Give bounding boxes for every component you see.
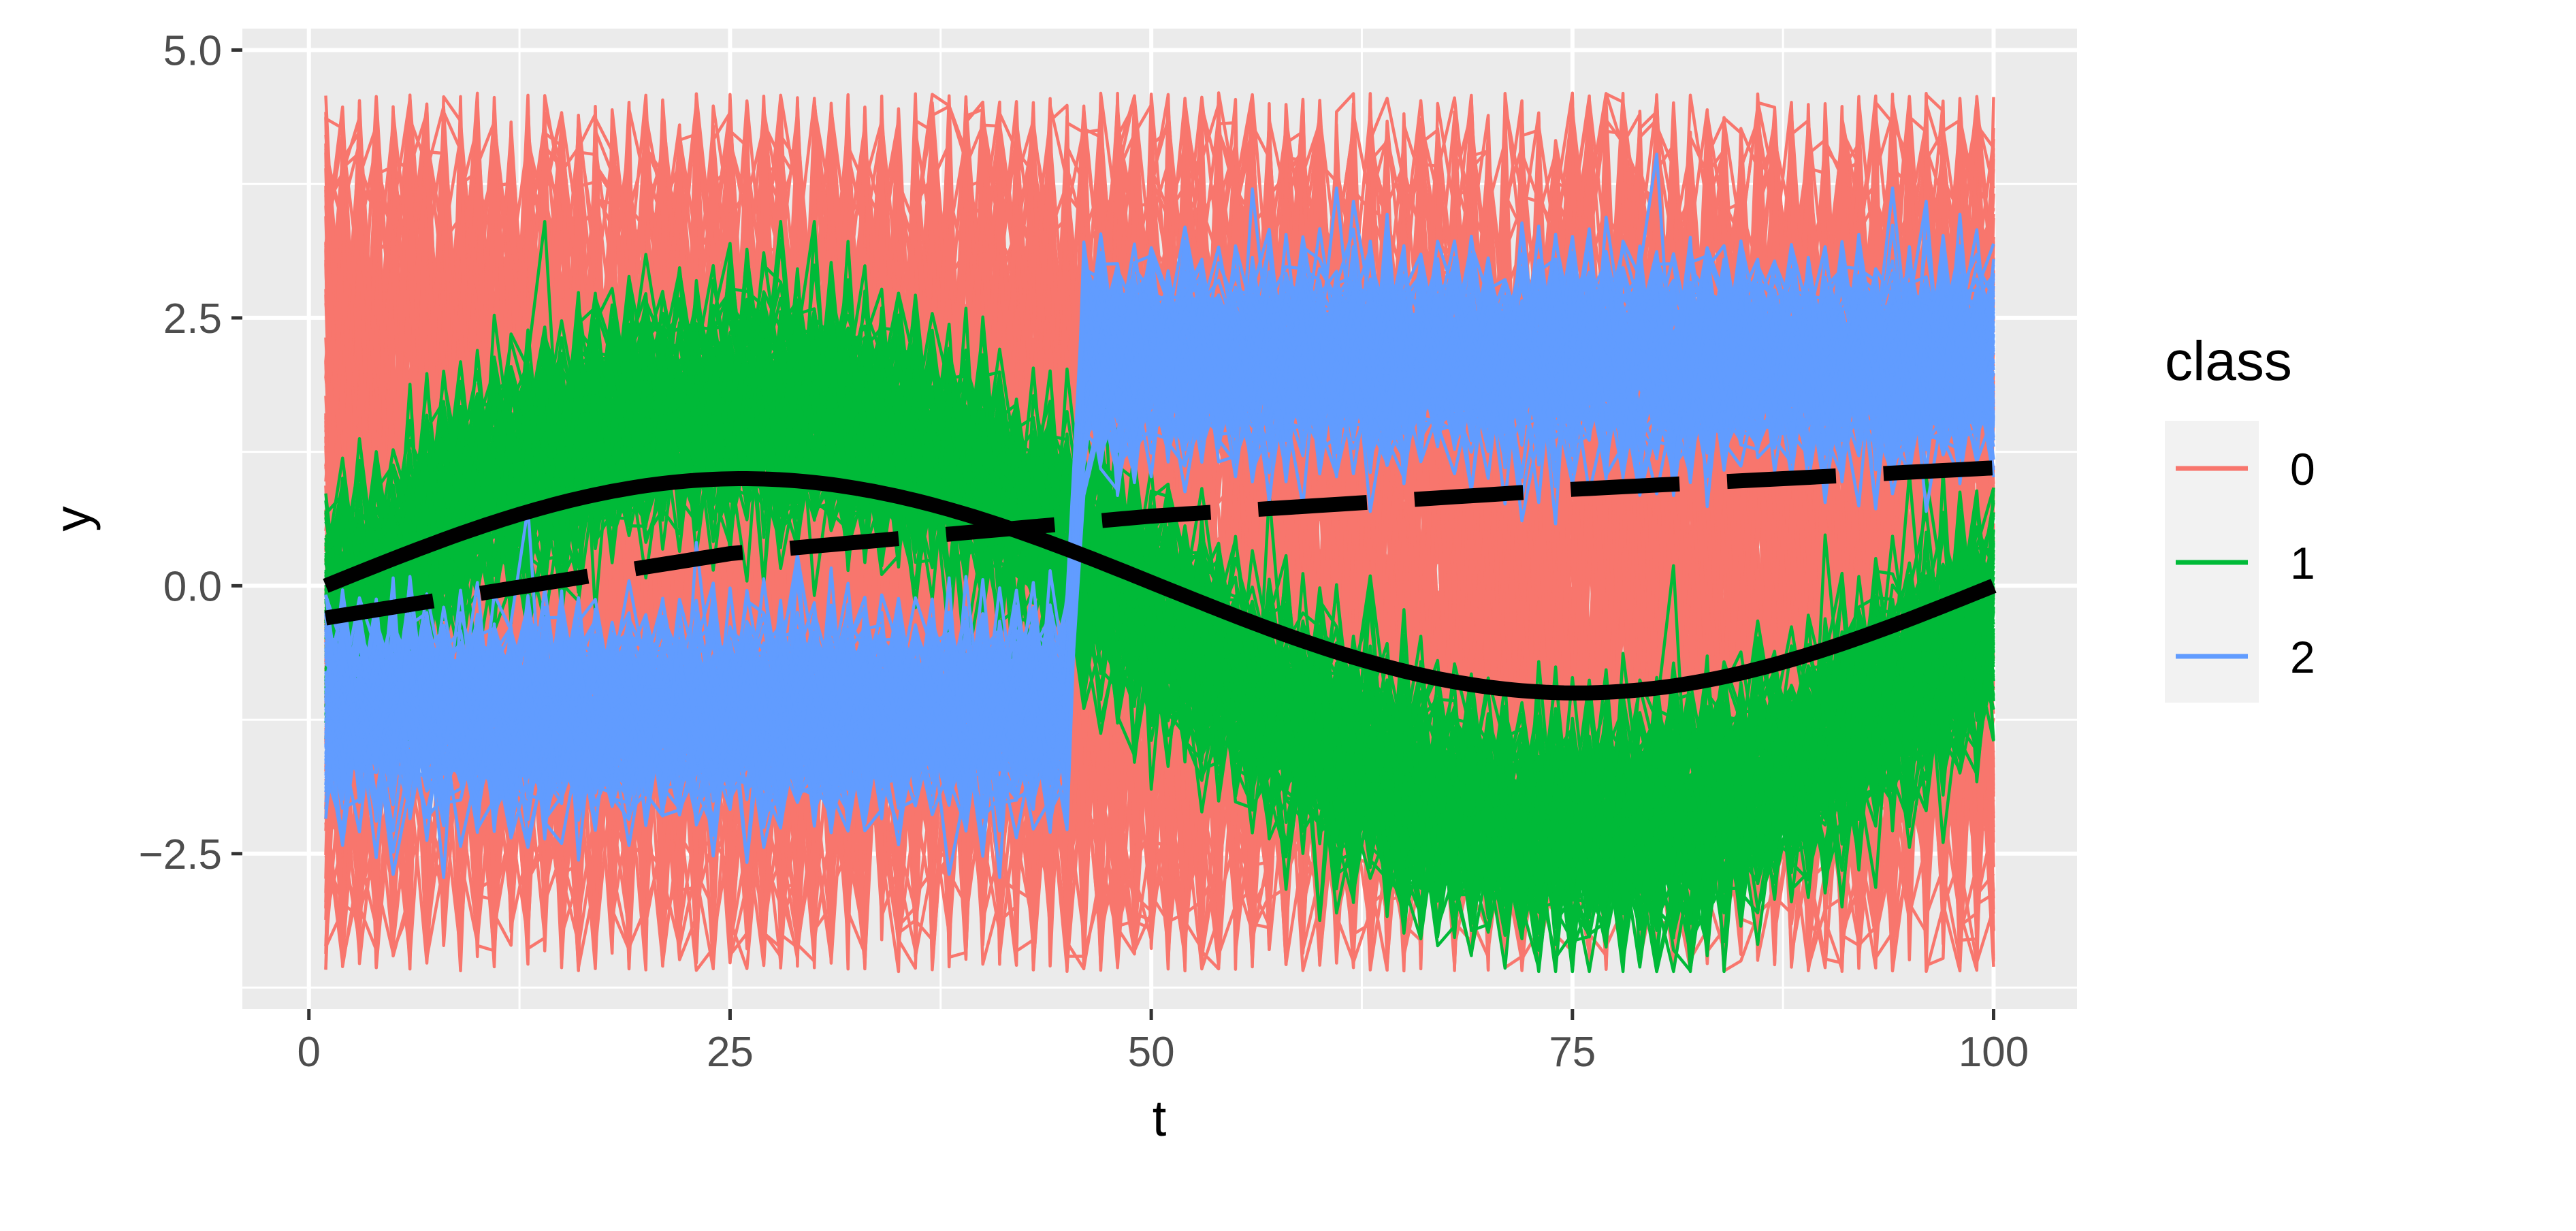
reference-line-solid <box>323 471 1997 701</box>
reference-line-dashed <box>324 460 1995 626</box>
series-line <box>324 326 1995 946</box>
legend: class 0 1 2 <box>2165 330 2315 703</box>
legend-label-1: 1 <box>2290 538 2315 588</box>
x-tick-label: 50 <box>1128 1029 1175 1076</box>
x-tick-label: 25 <box>707 1029 754 1076</box>
series-line <box>324 306 1995 964</box>
y-axis-title: y <box>44 507 101 532</box>
x-tick-label: 75 <box>1549 1029 1596 1076</box>
x-tick-label: 100 <box>1959 1029 2029 1076</box>
series-line <box>324 257 1995 820</box>
series-line <box>324 317 1995 963</box>
legend-entries: 0 1 2 <box>2176 444 2315 682</box>
series-lines <box>324 91 1995 974</box>
series-line <box>324 254 1995 846</box>
legend-title: class <box>2165 330 2292 392</box>
x-axis-title: t <box>1153 1090 1167 1147</box>
x-tick-label: 0 <box>297 1029 321 1076</box>
series-line <box>324 265 1995 800</box>
series-class-2 <box>324 153 1995 879</box>
y-tick-label: 0.0 <box>163 563 222 610</box>
y-tick-label: −2.5 <box>139 831 222 878</box>
y-axis: −2.5 0.0 2.5 5.0 <box>139 27 242 878</box>
legend-label-2: 2 <box>2290 632 2315 682</box>
y-tick-label: 2.5 <box>163 295 222 342</box>
reference-lines <box>323 460 1997 701</box>
legend-label-0: 0 <box>2290 444 2315 494</box>
y-tick-label: 5.0 <box>163 27 222 74</box>
series-layer <box>323 91 1997 974</box>
series-line <box>325 227 1995 800</box>
x-axis: 0 25 50 75 100 <box>297 1009 2029 1076</box>
